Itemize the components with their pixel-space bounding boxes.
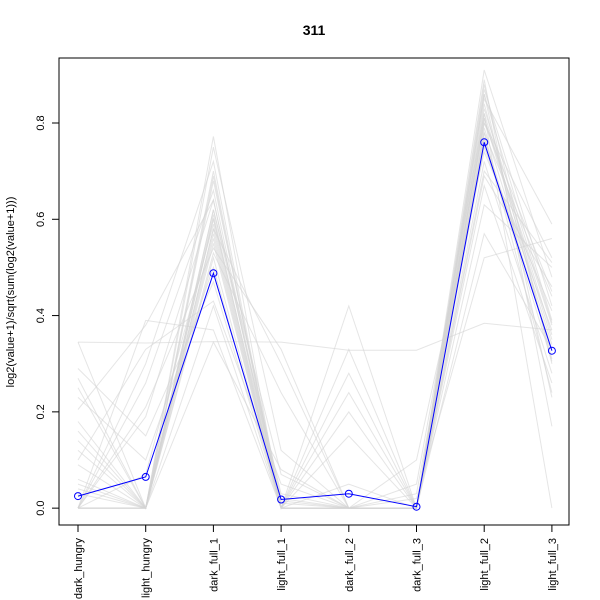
data-point (141, 472, 150, 481)
y-axis-label: log2(value+1)/sqrt(sum(log2(value+1))) (5, 197, 17, 388)
x-tick-label: light_full_2 (479, 538, 491, 591)
data-point (74, 492, 82, 501)
x-tick-label: light_full_1 (276, 538, 288, 591)
background-line (77, 118, 553, 509)
y-tick-label: 0.4 (35, 308, 47, 323)
background-lines (77, 69, 553, 510)
background-line (77, 198, 553, 509)
y-tick-label: 0.6 (35, 212, 47, 227)
data-point (209, 269, 218, 278)
background-line (77, 174, 553, 510)
y-tick-label: 0.8 (35, 115, 47, 130)
data-point (547, 346, 556, 355)
plot-border (58, 57, 570, 526)
highlighted-series (74, 138, 556, 511)
x-tick-label: dark_hungry (73, 538, 85, 600)
y-axis: 0.0 0.2 0.4 0.6 0.8 (35, 115, 60, 516)
x-tick-label: light_hungry (141, 538, 153, 598)
data-point (412, 502, 421, 511)
y-tick-label: 0.0 (35, 500, 47, 515)
chart-title: 311 (303, 22, 326, 38)
series-line (77, 142, 553, 508)
data-point (344, 489, 353, 498)
background-line (77, 137, 553, 510)
data-point (480, 138, 489, 147)
background-line (77, 103, 553, 510)
x-axis: dark_hungry light_hungry dark_full_1 light_… (73, 525, 559, 599)
y-tick-label: 0.2 (35, 404, 47, 419)
x-tick-label: dark_full_1 (208, 538, 220, 592)
data-point (277, 495, 286, 504)
x-tick-label: dark_full_3 (412, 538, 424, 592)
background-line (77, 146, 553, 510)
background-line (77, 150, 553, 509)
x-tick-label: light_full_3 (547, 538, 559, 591)
background-line (77, 322, 552, 351)
background-line (77, 161, 553, 509)
background-line (77, 69, 553, 509)
x-tick-label: dark_full_2 (344, 538, 356, 592)
background-line (78, 89, 553, 510)
